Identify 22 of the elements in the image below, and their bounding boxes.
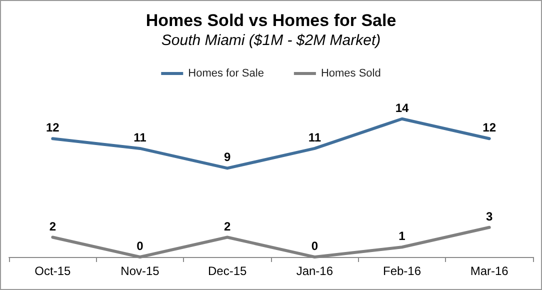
data-label: 14	[395, 100, 409, 115]
x-tick-label: Oct-15	[34, 264, 71, 278]
data-label: 11	[308, 130, 322, 144]
legend-label: Homes Sold	[320, 68, 381, 80]
x-tick-label: Jan-16	[296, 264, 334, 278]
x-tick-label: Dec-15	[208, 264, 247, 278]
data-label: 0	[136, 239, 144, 253]
data-label: 2	[49, 219, 56, 234]
data-label: 1	[398, 229, 406, 244]
x-tick-label: Feb-16	[382, 264, 422, 278]
data-label: 0	[311, 239, 318, 253]
data-label: 12	[482, 120, 496, 135]
data-label: 3	[486, 209, 493, 224]
data-label: 12	[46, 120, 60, 135]
data-label: 11	[134, 130, 147, 144]
x-tick-label: Mar-16	[470, 264, 509, 278]
data-label: 9	[224, 150, 231, 164]
legend-label: Homes for Sale	[188, 68, 264, 80]
data-label: 2	[224, 219, 231, 234]
x-tick-label: Nov-15	[120, 264, 160, 278]
chart-title: Homes Sold vs Homes for Sale	[146, 11, 396, 30]
chart-subtitle: South Miami ($1M - $2M Market)	[161, 32, 381, 49]
